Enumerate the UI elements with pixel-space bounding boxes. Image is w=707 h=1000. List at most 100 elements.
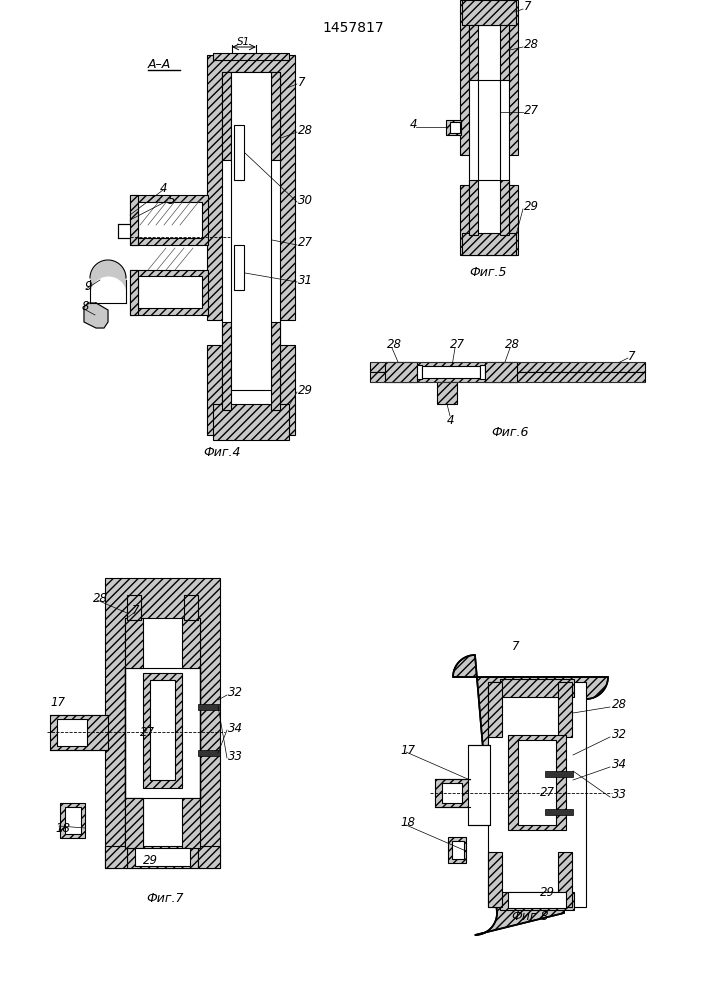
- Text: 5: 5: [168, 194, 175, 207]
- Text: 34: 34: [612, 758, 627, 772]
- Bar: [105, 578, 220, 868]
- Polygon shape: [453, 655, 608, 935]
- Bar: [125, 618, 143, 668]
- Bar: [446, 120, 461, 135]
- Bar: [213, 53, 289, 60]
- Bar: [448, 837, 466, 863]
- Bar: [271, 72, 280, 160]
- Text: 8: 8: [82, 300, 90, 314]
- Bar: [138, 276, 202, 308]
- Text: 4: 4: [447, 414, 455, 426]
- Bar: [135, 848, 190, 866]
- Bar: [460, 0, 518, 155]
- Bar: [65, 807, 81, 834]
- Bar: [558, 852, 572, 907]
- Bar: [417, 365, 422, 379]
- Bar: [488, 682, 502, 737]
- Text: 7: 7: [512, 641, 520, 654]
- Bar: [385, 362, 417, 382]
- Bar: [462, 233, 516, 255]
- Bar: [198, 704, 220, 710]
- Bar: [207, 55, 295, 320]
- Text: 1457817: 1457817: [322, 21, 384, 35]
- Bar: [508, 892, 566, 908]
- Text: Фиг.6: Фиг.6: [491, 426, 529, 438]
- Text: 7: 7: [132, 603, 139, 616]
- Bar: [469, 25, 478, 80]
- Bar: [50, 715, 108, 750]
- Bar: [150, 680, 175, 780]
- Text: 30: 30: [298, 194, 313, 207]
- Text: 29: 29: [540, 886, 555, 900]
- Text: Фиг.5: Фиг.5: [469, 266, 507, 279]
- Bar: [370, 362, 645, 372]
- Bar: [469, 180, 478, 235]
- Bar: [127, 595, 141, 620]
- Text: 29: 29: [524, 200, 539, 214]
- Text: 33: 33: [228, 750, 243, 762]
- Bar: [480, 365, 485, 379]
- Bar: [222, 72, 280, 410]
- Bar: [130, 195, 138, 245]
- Bar: [437, 382, 457, 404]
- Text: 27: 27: [140, 726, 155, 738]
- Bar: [488, 682, 586, 907]
- Text: 28: 28: [505, 338, 520, 352]
- Text: S1: S1: [238, 37, 250, 47]
- Text: 33: 33: [612, 788, 627, 802]
- Bar: [60, 803, 85, 838]
- Bar: [207, 345, 295, 435]
- Bar: [125, 668, 200, 798]
- Text: 28: 28: [524, 38, 539, 51]
- Bar: [130, 270, 208, 315]
- Bar: [545, 809, 573, 815]
- Bar: [213, 404, 289, 440]
- Text: Фиг.8: Фиг.8: [511, 910, 549, 924]
- Text: Фиг.4: Фиг.4: [203, 446, 241, 458]
- Bar: [130, 270, 138, 315]
- Bar: [500, 180, 509, 235]
- Text: 29: 29: [143, 854, 158, 866]
- Bar: [488, 852, 502, 907]
- Bar: [469, 25, 509, 235]
- Bar: [184, 595, 198, 620]
- Bar: [370, 372, 645, 382]
- Bar: [127, 846, 198, 868]
- Bar: [182, 618, 200, 668]
- Bar: [468, 745, 490, 825]
- Bar: [222, 72, 231, 160]
- Bar: [500, 25, 509, 80]
- Text: 7: 7: [628, 350, 636, 362]
- Bar: [442, 783, 462, 803]
- Text: 27: 27: [524, 104, 539, 116]
- Polygon shape: [84, 303, 108, 328]
- Bar: [143, 673, 182, 788]
- Bar: [500, 679, 574, 697]
- Bar: [558, 682, 572, 737]
- Text: 28: 28: [387, 338, 402, 352]
- Text: 32: 32: [612, 728, 627, 742]
- Bar: [460, 185, 518, 255]
- Bar: [198, 846, 220, 868]
- Bar: [57, 719, 87, 746]
- Bar: [545, 771, 573, 777]
- Text: 18: 18: [400, 816, 415, 830]
- Text: 31: 31: [298, 273, 313, 286]
- Text: 27: 27: [298, 236, 313, 249]
- Text: Фиг.7: Фиг.7: [146, 892, 184, 904]
- Bar: [478, 80, 500, 180]
- Bar: [462, 0, 516, 25]
- Bar: [452, 841, 464, 859]
- Bar: [518, 740, 556, 825]
- Text: 27: 27: [450, 338, 465, 352]
- Bar: [125, 618, 200, 848]
- Text: 34: 34: [228, 722, 243, 734]
- Bar: [234, 245, 244, 290]
- Text: 18: 18: [55, 822, 70, 834]
- Bar: [198, 750, 220, 756]
- Bar: [222, 322, 231, 410]
- Bar: [422, 366, 480, 378]
- Text: 32: 32: [228, 686, 243, 700]
- Bar: [138, 202, 202, 238]
- Bar: [485, 362, 517, 382]
